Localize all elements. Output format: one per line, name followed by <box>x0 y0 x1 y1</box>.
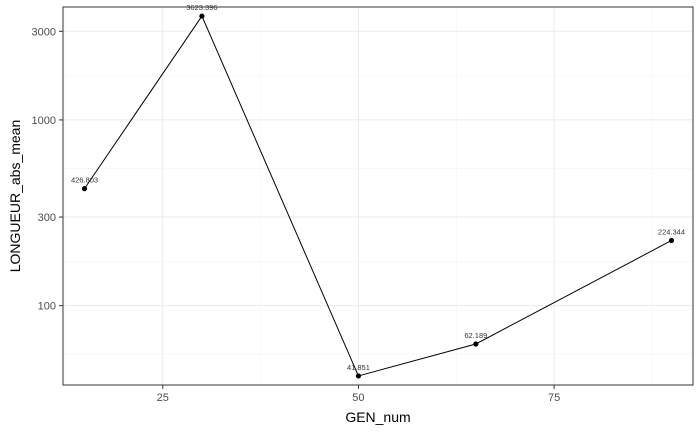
x-tick-label: 25 <box>157 392 169 404</box>
data-point <box>473 341 479 347</box>
y-tick-label: 300 <box>38 212 56 224</box>
series-line <box>84 15 672 377</box>
series <box>81 13 675 379</box>
major-grid <box>63 7 693 385</box>
data-label: 41.851 <box>347 363 370 372</box>
y-tick-label: 1000 <box>32 115 56 127</box>
data-point <box>199 13 205 19</box>
panel-border <box>62 6 694 386</box>
data-label: 62.189 <box>464 331 487 340</box>
x-tick-label: 75 <box>548 392 560 404</box>
data-labels: 426.803 3623.396 41.851 62.189 224.344 <box>71 3 685 372</box>
y-tick-label: 3000 <box>32 26 56 38</box>
x-axis-ticks: 25 50 75 <box>157 385 560 404</box>
data-point <box>355 373 362 379</box>
y-axis-ticks: 100 300 1000 3000 <box>32 26 63 313</box>
data-point <box>668 237 675 244</box>
x-axis-title: GEN_num <box>345 409 410 425</box>
y-tick-label: 100 <box>38 301 56 313</box>
x-tick-label: 50 <box>352 392 364 404</box>
data-point <box>81 186 88 192</box>
minor-grid <box>63 7 693 385</box>
data-label: 3623.396 <box>186 3 217 12</box>
y-axis-title: LONGUEUR_abs_mean <box>7 120 23 273</box>
data-label: 426.803 <box>71 176 98 185</box>
data-label: 224.344 <box>658 227 685 236</box>
